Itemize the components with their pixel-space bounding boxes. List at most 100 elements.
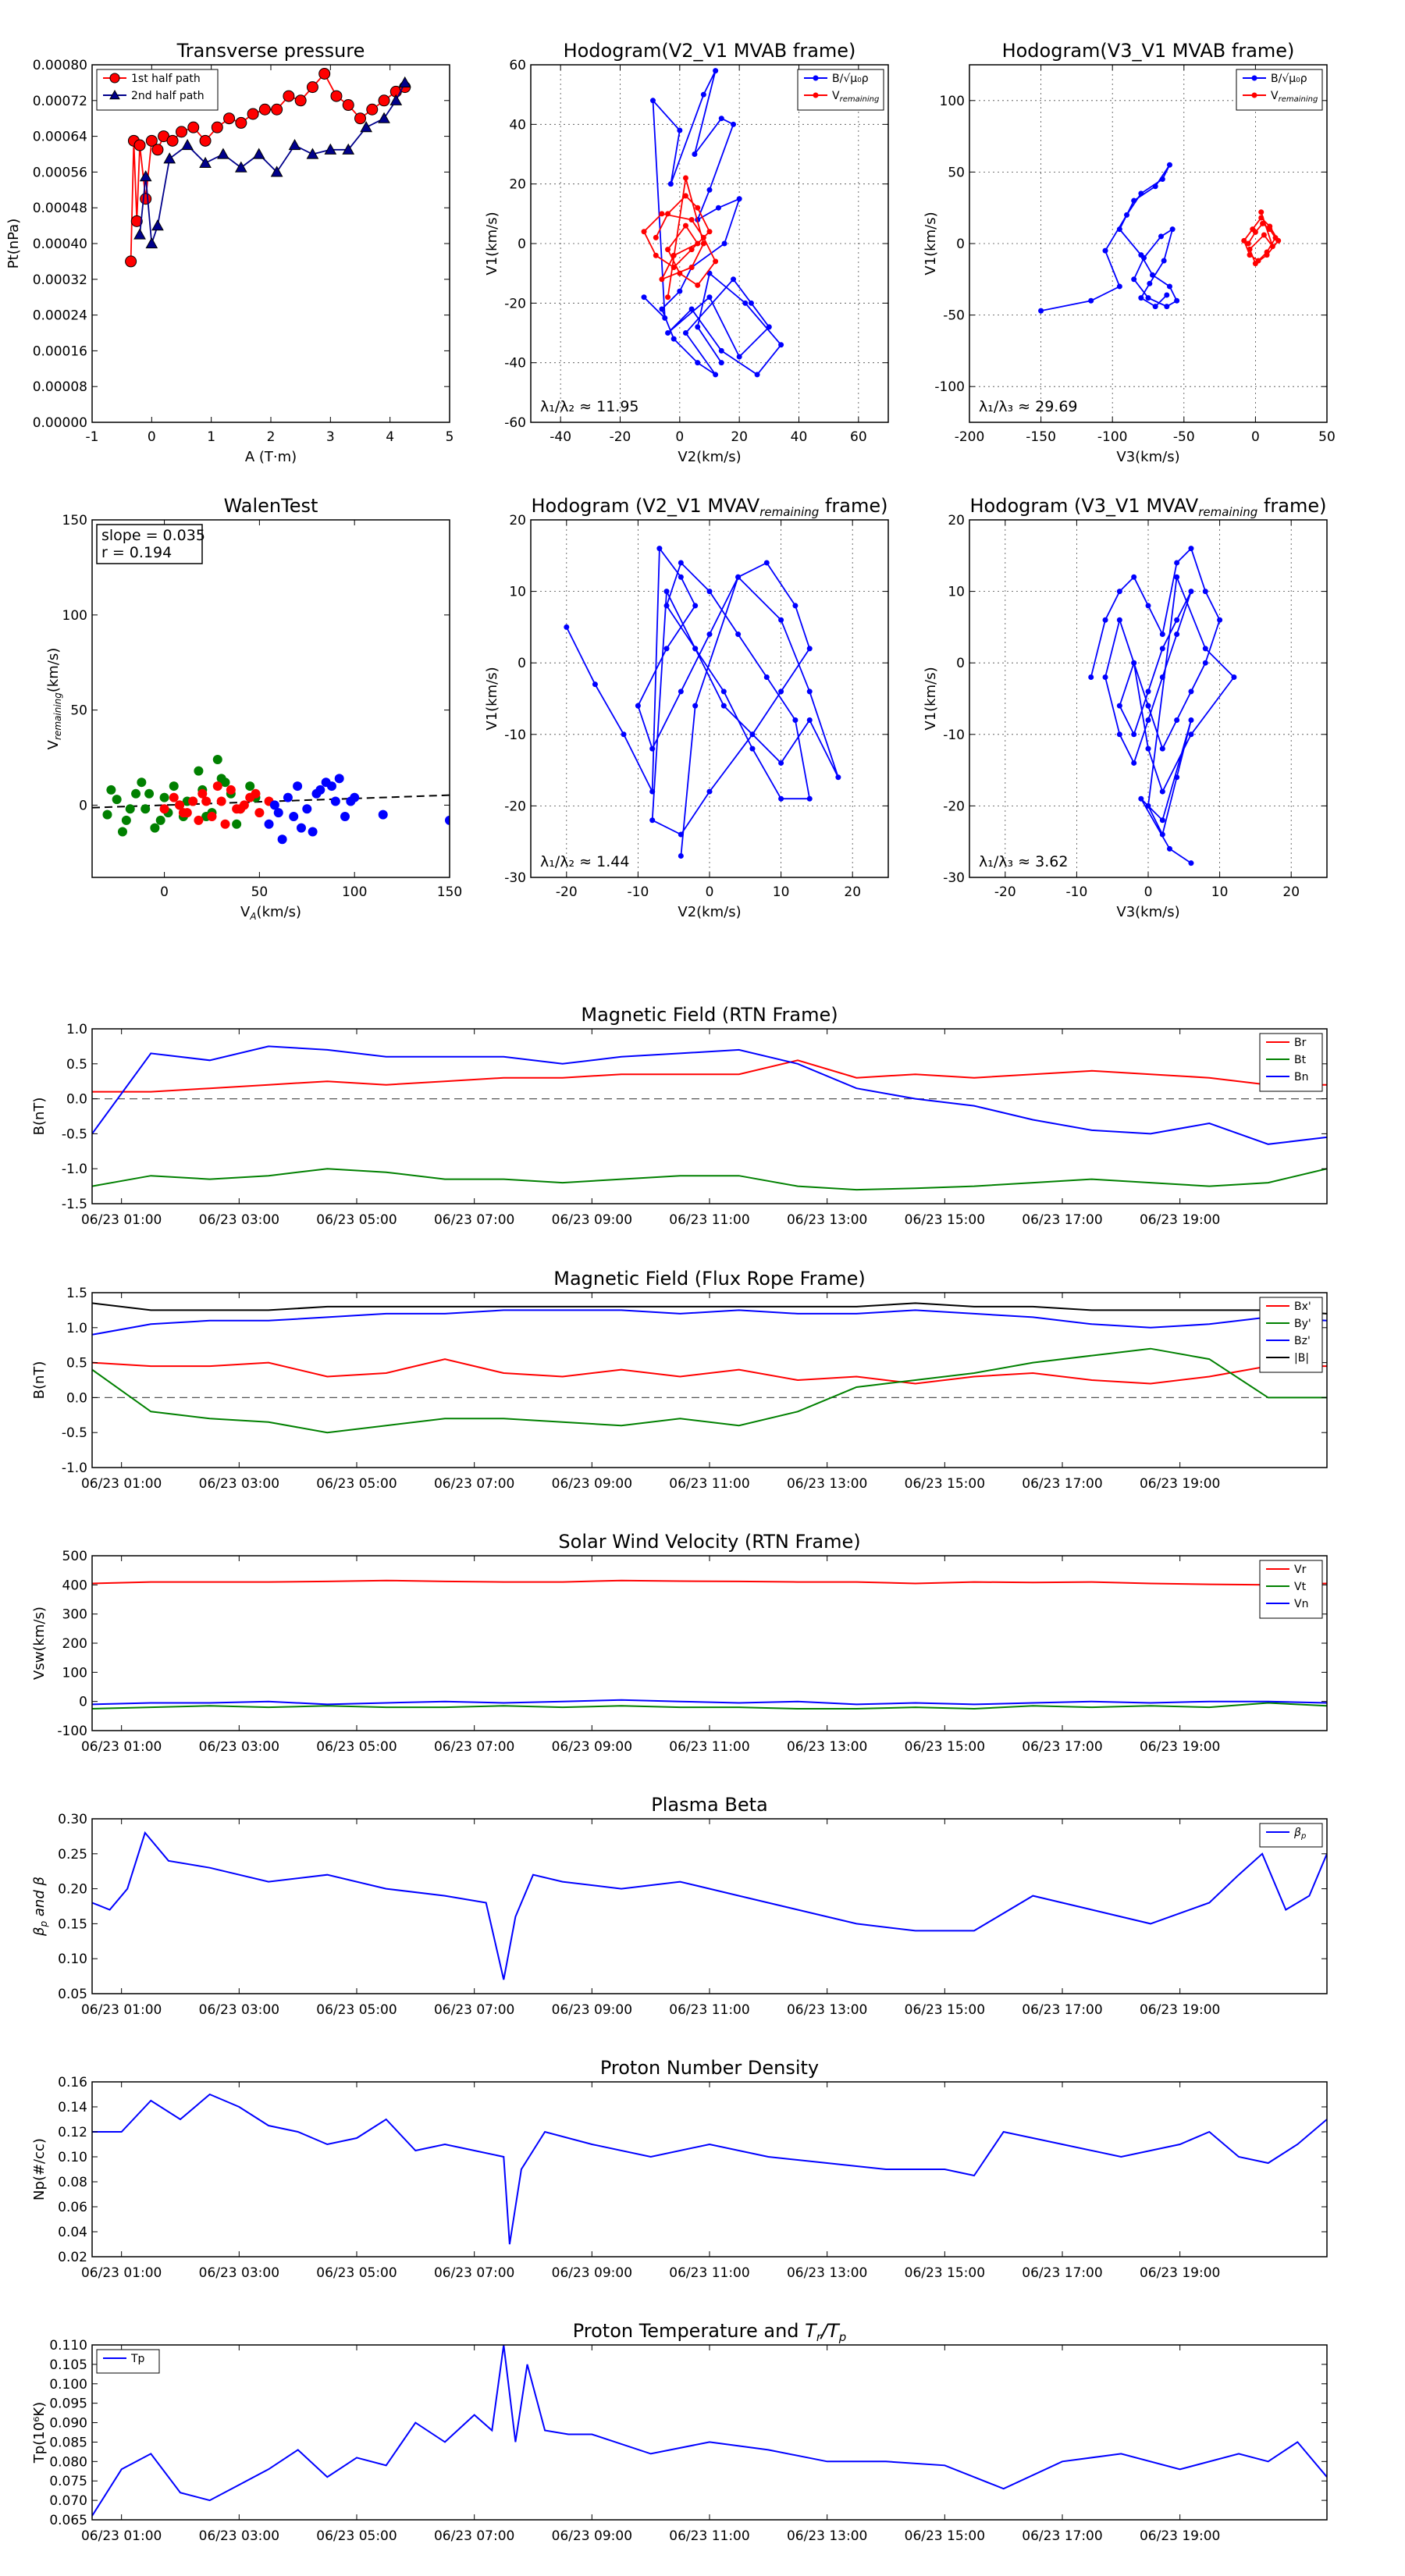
data-point: [1174, 774, 1180, 781]
data-point: [621, 731, 627, 738]
x-tick-label: 06/23 17:00: [1022, 2528, 1102, 2544]
data-point: [109, 89, 120, 100]
x-tick-label: 5: [446, 429, 454, 445]
plot-area: [92, 1045, 1327, 1191]
data-point: [1261, 232, 1267, 238]
y-tick-label: 0.095: [49, 2396, 87, 2412]
data-point: [656, 546, 663, 552]
x-tick-label: 06/23 05:00: [316, 1212, 397, 1228]
data-point: [692, 646, 699, 652]
x-axis-label: V3(km/s): [1116, 904, 1179, 920]
data-point: [731, 276, 737, 283]
data-point: [1161, 258, 1167, 264]
y-tick-label: 400: [62, 1578, 87, 1593]
plot-area: [125, 67, 411, 268]
y-tick-label: 0.110: [49, 2338, 87, 2354]
data-point: [159, 792, 169, 802]
x-tick-label: 06/23 07:00: [434, 2265, 514, 2281]
x-tick-label: 06/23 11:00: [669, 1739, 749, 1755]
data-point: [665, 330, 671, 336]
x-tick-label: 0: [160, 884, 169, 900]
legend-entry: B/√μ₀ρ: [1243, 73, 1307, 85]
data-point: [176, 126, 187, 138]
x-tick-label: 06/23 11:00: [669, 2265, 749, 2281]
y-tick-label: 300: [62, 1607, 87, 1623]
x-tick-label: 10: [1211, 884, 1229, 900]
data-point: [670, 265, 677, 271]
data-point: [695, 282, 701, 288]
data-point: [346, 796, 356, 806]
data-point: [665, 247, 671, 253]
series-line: [92, 1579, 1327, 1586]
data-point: [306, 81, 318, 94]
data-point: [212, 754, 222, 764]
x-tick-label: 50: [1318, 429, 1336, 445]
data-point: [713, 258, 719, 265]
data-point: [695, 240, 701, 247]
x-tick-label: 10: [773, 884, 790, 900]
series-0: [564, 546, 841, 859]
y-tick-label: 0.070: [49, 2493, 87, 2509]
annotation-box: [96, 524, 203, 564]
data-point: [1174, 617, 1180, 623]
x-tick-label: 06/23 13:00: [787, 1212, 867, 1228]
data-point: [318, 67, 331, 80]
grid: [969, 65, 1328, 422]
x-tick-label: 06/23 19:00: [1140, 1212, 1220, 1228]
data-point: [713, 372, 719, 378]
data-point: [133, 139, 146, 151]
y-tick-label: -40: [504, 356, 526, 372]
data-point: [1088, 297, 1094, 304]
y-axis-label: V1(km/s): [923, 212, 939, 275]
y-tick-label: 0.075: [49, 2474, 87, 2489]
y-axis-label: B(nT): [31, 1098, 48, 1136]
legend-label: B/√μ₀ρ: [832, 73, 869, 85]
data-point: [139, 170, 152, 182]
x-axis-label: V3(km/s): [1116, 449, 1179, 465]
x-tick-label: 06/23 03:00: [199, 2265, 279, 2281]
y-tick-label: 0.10: [58, 1952, 87, 1967]
data-point: [1116, 703, 1122, 709]
y-tick-label: 100: [62, 608, 87, 624]
data-point: [678, 831, 684, 838]
y-tick-label: -10: [943, 728, 965, 743]
x-tick-label: -40: [550, 429, 571, 445]
chart-bfield: -1.5 -1.0 -0.5 0.0 0.5 1.0 06/23 01:00 06/23 03…: [31, 1004, 1328, 1228]
data-point: [1164, 304, 1170, 310]
y-tick-label: 0.25: [58, 1847, 87, 1863]
data-point: [145, 134, 158, 147]
data-point: [247, 108, 259, 120]
data-point: [1250, 226, 1256, 233]
data-point: [1145, 703, 1151, 709]
data-point: [258, 103, 271, 116]
plot-area: [92, 1831, 1327, 1980]
x-axis-label: V2(km/s): [678, 449, 741, 465]
data-point: [706, 589, 713, 595]
data-point: [181, 139, 194, 151]
y-tick-label: 0.10: [58, 2150, 87, 2165]
data-point: [700, 91, 706, 98]
data-point: [342, 99, 354, 112]
y-tick-label: -1.0: [62, 1461, 87, 1476]
y-axis-label: Tp(10⁶K): [31, 2402, 48, 2464]
data-point: [1138, 190, 1144, 197]
data-point: [201, 796, 212, 806]
y-tick-label: 100: [940, 94, 965, 109]
data-point: [713, 68, 719, 74]
chart-title: Hodogram (V2_V1 MVAVremaining frame): [532, 495, 888, 519]
data-point: [293, 781, 303, 792]
y-tick-label: 0.15: [58, 1916, 87, 1932]
data-point: [1102, 247, 1108, 254]
data-point: [731, 121, 737, 127]
data-point: [653, 234, 659, 240]
x-tick-label: 2: [267, 429, 276, 445]
legend: 1st half path 2nd half path: [96, 69, 219, 111]
legend-entry: |B|: [1266, 1352, 1309, 1364]
data-point: [1145, 745, 1151, 752]
data-point: [663, 589, 670, 595]
data-point: [806, 688, 813, 695]
data-point: [649, 788, 656, 795]
y-tick-label: 10: [948, 585, 965, 600]
x-tick-label: 60: [850, 429, 867, 445]
data-point: [150, 823, 160, 833]
